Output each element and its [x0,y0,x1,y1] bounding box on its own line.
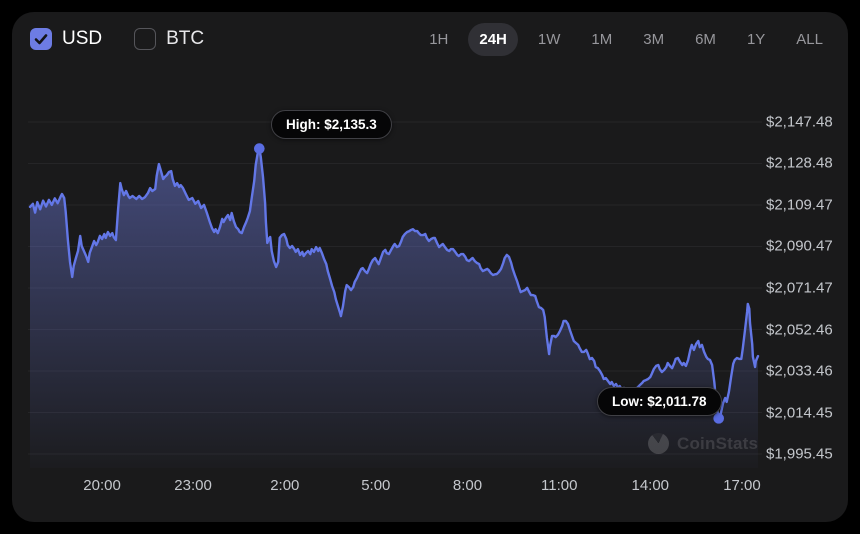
range-button-1h[interactable]: 1H [429,31,449,48]
y-axis-label: $2,033.46 [766,362,833,380]
x-axis-label: 20:00 [83,477,121,494]
btc-checkbox[interactable] [134,28,157,50]
x-axis-label: 2:00 [270,477,300,494]
x-axis-label: 11:00 [541,477,578,494]
usd-toggle[interactable]: USD [30,28,102,50]
range-button-6m[interactable]: 6M [695,31,716,48]
range-button-1m[interactable]: 1M [591,31,613,48]
range-selector: 1H 24H 1W 1M 3M 6M 1Y ALL [418,23,834,56]
range-button-1y[interactable]: 1Y [746,31,766,48]
x-axis-label: 14:00 [631,477,670,494]
high-marker-dot [254,143,265,154]
y-axis-label: $2,090.47 [766,237,833,255]
range-button-all[interactable]: ALL [796,31,823,48]
y-axis-label: $2,014.45 [766,404,833,421]
range-button-1w[interactable]: 1W [537,31,561,48]
range-button-24h[interactable]: 24H [468,23,518,56]
btc-label: BTC [166,28,205,49]
y-axis-label: $2,109.47 [766,196,833,214]
low-marker-dot [713,413,724,424]
check-icon [34,34,48,45]
currency-toggle-group: USD BTC [30,28,204,50]
x-axis-label: 17:00 [723,477,761,494]
low-tooltip: Low: $2,011.78 [597,387,722,416]
y-axis-label: $2,128.48 [766,154,833,172]
y-axis-label: $1,995.45 [766,445,833,463]
high-tooltip: High: $2,135.3 [271,110,392,139]
coinstats-logo-icon [648,433,669,454]
range-button-3m[interactable]: 3M [643,31,665,48]
usd-checkbox[interactable] [30,28,52,50]
coinstats-watermark: CoinStats [648,433,758,454]
btc-toggle[interactable]: BTC [134,28,204,50]
x-axis-label: 5:00 [361,477,391,494]
x-axis-label: 8:00 [452,477,483,494]
y-axis-label: $2,147.48 [766,113,833,131]
y-axis-label: $2,052.46 [766,321,833,338]
price-line [28,147,760,420]
x-axis-label: 23:00 [174,477,212,494]
coinstats-logo-text: CoinStats [677,433,759,453]
y-axis-label: $2,071.47 [766,279,833,297]
usd-label: USD [62,28,103,49]
